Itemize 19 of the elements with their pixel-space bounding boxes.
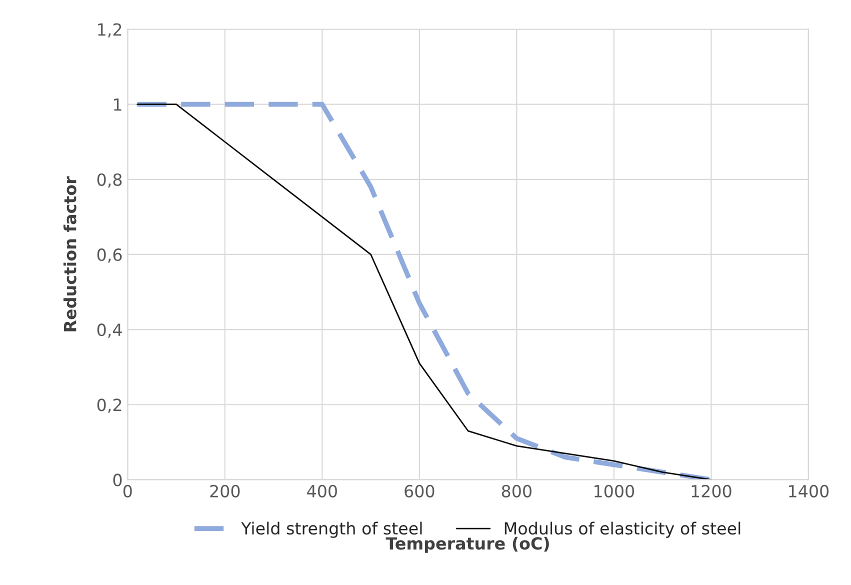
x-tick-label: 1200 (692, 484, 732, 498)
x-tick-label: 0 (123, 484, 132, 498)
legend-label: Modulus of elasticity of steel (504, 522, 740, 538)
x-tick-label: 1000 (594, 484, 634, 498)
y-tick-label: 0 (113, 474, 122, 486)
x-tick-label: 600 (404, 484, 434, 498)
y-tick-label: 0,4 (97, 324, 122, 338)
x-tick-label: 800 (502, 484, 532, 498)
y-tick-label: 1,2 (98, 23, 122, 38)
y-tick-label: 0,8 (97, 173, 122, 188)
x-tick-label: 400 (307, 484, 337, 498)
y-tick-label: 0,2 (97, 398, 122, 413)
y-axis-title: Reduction factor (63, 176, 76, 332)
x-tick-label: 1400 (789, 484, 829, 498)
y-tick-label: 1 (114, 98, 122, 111)
y-tick-label: 0,6 (97, 248, 122, 263)
legend-label: Yield strength of steel (241, 522, 422, 538)
x-tick-label: 200 (210, 484, 240, 498)
x-axis-title: Temperature (oC) (386, 536, 549, 553)
